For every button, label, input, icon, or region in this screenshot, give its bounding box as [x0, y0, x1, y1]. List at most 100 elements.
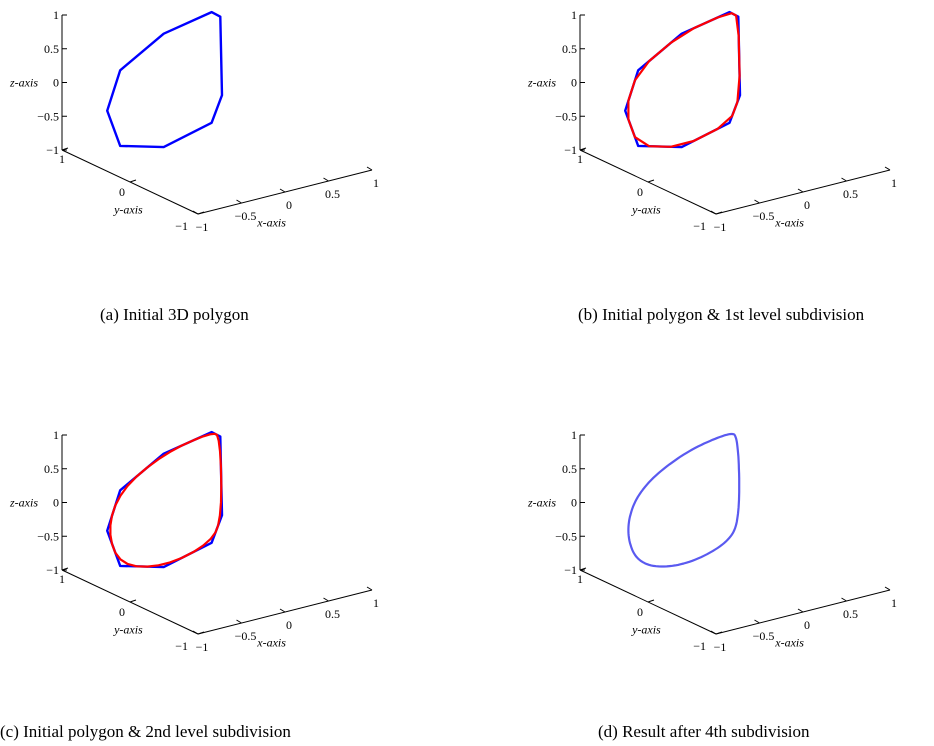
- y-tick-label: −1: [693, 639, 706, 653]
- subdivision-curve: [627, 432, 741, 568]
- y-tick: [197, 211, 205, 215]
- x-tick: [797, 188, 804, 193]
- subdivision-curve: [627, 12, 741, 148]
- y-tick-label: 1: [577, 152, 583, 166]
- x-tick: [841, 177, 847, 182]
- z-tick-label: −0.5: [37, 529, 59, 543]
- x-tick-label: −1: [196, 220, 209, 234]
- y-axis-label: y-axis: [631, 203, 661, 217]
- y-tick: [647, 179, 655, 183]
- y-tick-label: 0: [637, 605, 643, 619]
- z-tick-label: 1: [53, 8, 59, 22]
- x-tick: [192, 210, 199, 215]
- control-polygon-line: [624, 10, 742, 149]
- z-tick-label: 1: [53, 428, 59, 442]
- x-tick-label: 0: [804, 198, 810, 212]
- y-axis-label: y-axis: [113, 203, 143, 217]
- x-tick: [754, 619, 760, 624]
- x-tick: [323, 177, 329, 182]
- z-tick-label: 0: [571, 496, 577, 510]
- z-tick-label: 1: [571, 428, 577, 442]
- caption-c: (c) Initial polygon & 2nd level subdivis…: [0, 722, 291, 741]
- y-tick: [61, 567, 69, 571]
- y-tick-label: 0: [637, 185, 643, 199]
- y-tick-label: 1: [577, 572, 583, 586]
- x-tick-label: 0.5: [325, 607, 340, 621]
- x-tick: [884, 586, 891, 591]
- x-tick: [323, 597, 329, 602]
- x-tick: [366, 586, 373, 591]
- x-tick: [236, 619, 242, 624]
- z-tick-label: 0.5: [562, 462, 577, 476]
- x-tick: [841, 597, 847, 602]
- z-tick-label: −1: [564, 143, 577, 157]
- x-tick-label: 0: [286, 618, 292, 632]
- chart-panel-0: −1 −0.5 0 0.5 1 z-axis −1 0 1 y-axis −1 −0.5 0 0.5 1 x-…: [9, 8, 379, 234]
- y-tick: [129, 179, 137, 183]
- x-axis-label: x-axis: [774, 215, 804, 229]
- caption-b: (b) Initial polygon & 1st level subdivis…: [578, 305, 865, 324]
- y-tick-label: 1: [59, 572, 65, 586]
- z-tick-label: −0.5: [555, 529, 577, 543]
- x-tick-label: 1: [891, 596, 897, 610]
- z-tick-label: 0: [53, 76, 59, 90]
- x-axis-label: x-axis: [774, 635, 804, 649]
- control-polygon-line: [106, 10, 224, 149]
- chart-panel-2: −1 −0.5 0 0.5 1 z-axis −1 0 1 y-axis −1 −0.5 0 0.5 1 x-…: [9, 428, 379, 654]
- y-tick: [647, 599, 655, 603]
- z-tick-label: −1: [46, 143, 59, 157]
- x-tick-label: 1: [891, 176, 897, 190]
- x-tick-label: 0.5: [843, 607, 858, 621]
- x-tick-label: −0.5: [235, 629, 257, 643]
- z-tick-label: 0.5: [44, 462, 59, 476]
- x-tick: [366, 166, 373, 171]
- x-tick-label: 1: [373, 596, 379, 610]
- z-axis-label: z-axis: [527, 76, 556, 90]
- control-polygon-line: [106, 430, 224, 569]
- x-tick: [279, 188, 286, 193]
- caption-a: (a) Initial 3D polygon: [100, 305, 249, 324]
- subdivision-curve: [109, 432, 223, 568]
- y-tick: [129, 599, 137, 603]
- x-tick: [279, 608, 286, 613]
- x-tick-label: −1: [196, 640, 209, 654]
- z-tick-label: 0: [571, 76, 577, 90]
- x-tick: [236, 199, 242, 204]
- x-tick: [797, 608, 804, 613]
- x-tick: [884, 166, 891, 171]
- z-tick-label: 0.5: [44, 42, 59, 56]
- y-tick: [715, 211, 723, 215]
- y-axis-label: y-axis: [631, 623, 661, 637]
- x-tick: [192, 630, 199, 635]
- z-axis-label: z-axis: [9, 496, 38, 510]
- z-axis-label: z-axis: [9, 76, 38, 90]
- x-tick: [710, 210, 717, 215]
- x-tick-label: 1: [373, 176, 379, 190]
- z-tick-label: −0.5: [555, 109, 577, 123]
- y-tick: [579, 147, 587, 151]
- z-tick-label: −0.5: [37, 109, 59, 123]
- x-tick-label: −0.5: [753, 209, 775, 223]
- x-tick-label: −0.5: [753, 629, 775, 643]
- chart-panel-1: −1 −0.5 0 0.5 1 z-axis −1 0 1 y-axis −1 −0.5 0 0.5 1 x-…: [527, 8, 897, 234]
- chart-panel-3: −1 −0.5 0 0.5 1 z-axis −1 0 1 y-axis −1 −0.5 0 0.5 1 x-…: [527, 428, 897, 654]
- x-tick-label: −0.5: [235, 209, 257, 223]
- y-tick: [61, 147, 69, 151]
- y-tick-label: −1: [175, 639, 188, 653]
- z-tick-label: 0: [53, 496, 59, 510]
- z-tick-label: −1: [46, 563, 59, 577]
- y-tick-label: 0: [119, 605, 125, 619]
- y-tick-label: 0: [119, 185, 125, 199]
- x-tick-label: 0: [804, 618, 810, 632]
- x-tick: [754, 199, 760, 204]
- x-axis-label: x-axis: [256, 635, 286, 649]
- y-tick-label: −1: [693, 219, 706, 233]
- y-tick-label: 1: [59, 152, 65, 166]
- x-tick-label: −1: [714, 220, 727, 234]
- z-axis-label: z-axis: [527, 496, 556, 510]
- z-tick-label: 1: [571, 8, 577, 22]
- x-tick-label: −1: [714, 640, 727, 654]
- x-tick-label: 0.5: [325, 187, 340, 201]
- caption-d: (d) Result after 4th subdivision: [598, 722, 810, 741]
